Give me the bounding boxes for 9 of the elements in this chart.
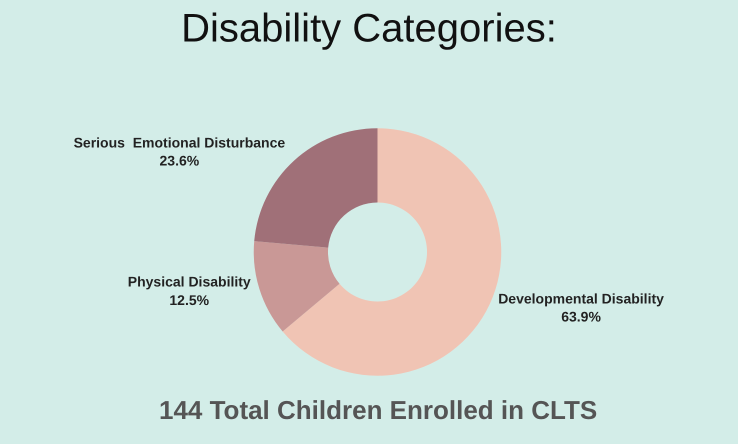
text: 144 Total Children Enrolled in CLTS xyxy=(159,395,598,425)
data-label: 12.5% xyxy=(169,292,210,308)
chart-title: Disability Categories: xyxy=(181,6,557,50)
slice-label: Serious Emotional Disturbance xyxy=(74,134,286,150)
data-label: 63.9% xyxy=(561,308,602,324)
donut-slice xyxy=(254,241,340,332)
slice-label: Developmental Disability xyxy=(498,290,664,306)
slice-label: Physical Disability xyxy=(128,274,251,290)
data-label: 23.6% xyxy=(160,152,200,169)
